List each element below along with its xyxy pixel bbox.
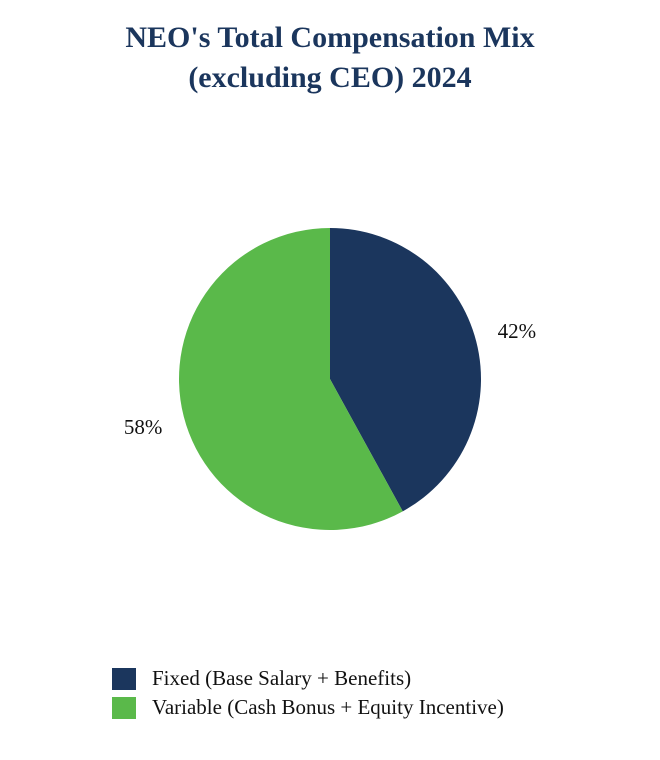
legend-label-fixed: Fixed (Base Salary + Benefits) (152, 666, 412, 690)
legend-item-variable: Variable (Cash Bonus + Equity Incentive) (112, 693, 504, 722)
legend-item-fixed: Fixed (Base Salary + Benefits) (112, 664, 504, 693)
data-label-variable: 58% (124, 415, 163, 439)
legend-label-variable: Variable (Cash Bonus + Equity Incentive) (152, 695, 504, 719)
data-label-fixed: 42% (498, 319, 537, 343)
legend-swatch-variable (112, 696, 136, 719)
legend-swatch-fixed (112, 667, 136, 690)
chart-title: NEO's Total Compensation Mix (excluding … (0, 18, 660, 98)
chart-subtitle: (excluding CEO) 2024 (188, 61, 472, 94)
pie-slice-fixed (330, 228, 481, 512)
legend: Fixed (Base Salary + Benefits) Variable … (112, 664, 504, 722)
pie-slice-variable (178, 228, 403, 530)
chart-title-line-1: NEO's Total Compensation Mix (125, 21, 535, 54)
